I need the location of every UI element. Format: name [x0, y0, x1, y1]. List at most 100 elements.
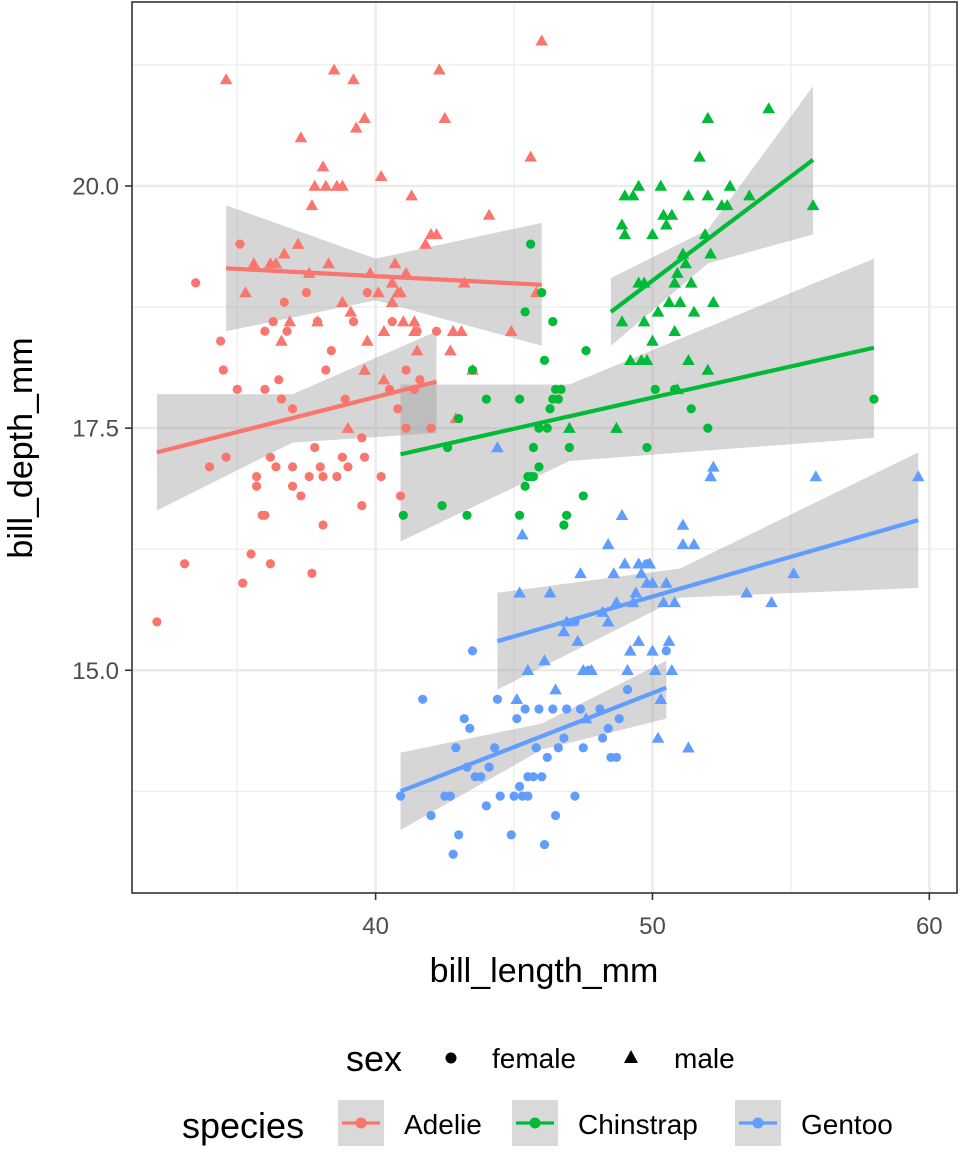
- confidence-band-chinstrap-male: [610, 86, 814, 346]
- point-gentoo-male: [513, 586, 526, 598]
- point-adelie-female: [318, 471, 328, 482]
- point-adelie-female: [426, 423, 436, 433]
- point-adelie-female: [282, 326, 292, 336]
- y-tick-label: 17.5: [72, 416, 119, 443]
- point-gentoo-female: [426, 810, 436, 821]
- legend-sex-title: sex: [346, 1038, 402, 1079]
- point-gentoo-male: [549, 683, 562, 695]
- point-adelie-female: [274, 375, 284, 385]
- regression-lines: [156, 158, 919, 794]
- panel-border: [131, 1, 958, 894]
- point-gentoo-female: [622, 685, 633, 695]
- point-adelie-male: [305, 199, 319, 211]
- point-chinstrap-male: [671, 266, 684, 278]
- point-chinstrap-male: [668, 324, 681, 337]
- point-chinstrap-female: [581, 346, 591, 356]
- point-gentoo-female: [395, 791, 406, 801]
- point-gentoo-male: [687, 538, 701, 550]
- confidence-band-gentoo-male: [497, 452, 919, 690]
- point-chinstrap-female: [520, 307, 530, 317]
- point-chinstrap-male: [657, 208, 670, 220]
- point-chinstrap-female: [528, 442, 539, 453]
- point-adelie-female: [387, 316, 397, 327]
- point-chinstrap-male: [684, 276, 698, 288]
- point-chinstrap-male: [704, 247, 717, 259]
- point-adelie-female: [357, 501, 367, 511]
- point-gentoo-female: [476, 772, 486, 782]
- point-chinstrap-male: [707, 295, 720, 307]
- confidence-band-adelie-female: [156, 331, 437, 511]
- point-adelie-female: [310, 442, 320, 453]
- point-chinstrap-female: [686, 404, 696, 414]
- regression-line-chinstrap-male: [609, 158, 815, 314]
- point-adelie-female: [393, 404, 403, 414]
- point-chinstrap-male: [637, 315, 651, 327]
- point-chinstrap-female: [481, 394, 491, 404]
- legend-female-label: female: [492, 1043, 576, 1074]
- point-chinstrap-female: [556, 384, 566, 394]
- point-chinstrap-female: [462, 510, 472, 520]
- point-gentoo-female: [495, 791, 505, 801]
- point-gentoo-female: [445, 791, 455, 801]
- point-adelie-male: [358, 111, 371, 123]
- point-gentoo-male: [585, 663, 598, 675]
- point-gentoo-male: [632, 557, 645, 569]
- point-gentoo-male: [682, 741, 695, 753]
- point-gentoo-male: [576, 663, 590, 675]
- point-adelie-male: [291, 237, 305, 249]
- point-chinstrap-male: [679, 257, 692, 269]
- point-adelie-female: [257, 510, 267, 520]
- point-adelie-female: [180, 559, 190, 569]
- point-adelie-male: [319, 179, 333, 191]
- point-gentoo-female: [603, 723, 613, 733]
- point-chinstrap-male: [701, 189, 715, 201]
- point-adelie-male: [410, 344, 424, 356]
- point-gentoo-female: [514, 781, 525, 792]
- point-adelie-male: [432, 63, 446, 75]
- point-adelie-female: [268, 316, 278, 327]
- point-chinstrap-female: [578, 491, 588, 501]
- point-adelie-female: [287, 462, 298, 472]
- point-adelie-female: [296, 491, 306, 501]
- point-chinstrap-female: [534, 462, 544, 472]
- point-gentoo-male: [665, 663, 679, 675]
- point-chinstrap-female: [553, 394, 563, 404]
- point-adelie-male: [388, 257, 402, 269]
- point-adelie-female: [401, 423, 411, 433]
- point-adelie-female: [357, 433, 367, 443]
- point-chinstrap-female: [520, 481, 530, 491]
- regression-line-chinstrap-female: [400, 345, 875, 457]
- point-adelie-female: [348, 316, 359, 327]
- point-gentoo-female: [454, 830, 464, 840]
- point-chinstrap-male: [720, 199, 734, 211]
- point-adelie-female: [318, 520, 328, 530]
- point-adelie-female: [232, 384, 242, 394]
- point-adelie-female: [304, 471, 314, 482]
- point-gentoo-male: [632, 634, 645, 646]
- point-chinstrap-male: [743, 189, 756, 201]
- axes: 40 50 60 15.0 17.5 20.0: [72, 174, 942, 940]
- point-adelie-female: [343, 462, 353, 472]
- legend-male-key: [624, 1050, 638, 1063]
- point-chinstrap-male: [762, 102, 776, 114]
- point-adelie-female: [276, 394, 287, 404]
- regression-line-gentoo-female: [399, 685, 668, 794]
- point-adelie-female: [340, 394, 350, 404]
- legend-gentoo-point: [752, 1117, 764, 1129]
- point-gentoo-female: [418, 694, 428, 704]
- point-adelie-male: [294, 131, 308, 143]
- point-adelie-female: [401, 365, 411, 375]
- point-adelie-female: [265, 559, 276, 569]
- point-gentoo-male: [646, 576, 659, 588]
- point-adelie-male: [269, 257, 283, 269]
- point-chinstrap-female: [703, 423, 713, 433]
- point-chinstrap-male: [668, 276, 681, 288]
- point-adelie-male: [316, 160, 330, 172]
- y-tick-label: 20.0: [72, 174, 119, 201]
- x-tick-label: 50: [639, 913, 666, 940]
- point-chinstrap-male: [618, 189, 632, 201]
- point-gentoo-female: [484, 762, 494, 772]
- legend-female-key: [445, 1052, 457, 1064]
- legend-gentoo-label: Gentoo: [801, 1109, 893, 1140]
